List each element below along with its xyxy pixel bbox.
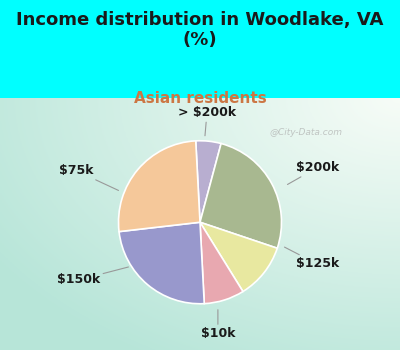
Text: $200k: $200k: [288, 161, 339, 184]
Text: @City-Data.com: @City-Data.com: [270, 128, 342, 137]
Text: $150k: $150k: [57, 267, 128, 286]
Wedge shape: [200, 222, 277, 292]
Text: $125k: $125k: [284, 247, 339, 271]
Text: > $200k: > $200k: [178, 106, 236, 136]
Wedge shape: [200, 222, 243, 304]
Text: $75k: $75k: [58, 164, 118, 190]
Wedge shape: [118, 141, 200, 232]
Wedge shape: [196, 141, 221, 222]
Wedge shape: [119, 222, 204, 304]
Wedge shape: [200, 144, 282, 248]
Text: Asian residents: Asian residents: [134, 91, 266, 106]
Text: Income distribution in Woodlake, VA
(%): Income distribution in Woodlake, VA (%): [16, 10, 384, 49]
Text: $10k: $10k: [201, 310, 235, 340]
